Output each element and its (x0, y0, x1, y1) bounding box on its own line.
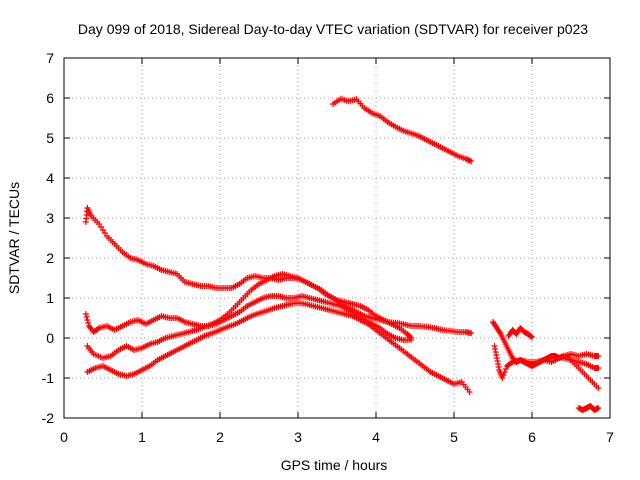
series-arc-high (330, 95, 475, 165)
data-point (529, 334, 535, 341)
x-tick-label: 6 (528, 429, 536, 445)
series-arc-late-e (575, 403, 602, 413)
data-point (595, 405, 602, 411)
data-point (595, 385, 602, 391)
data-point (508, 360, 515, 366)
y-tick-label: -1 (42, 370, 55, 386)
data-point (85, 320, 92, 326)
data-point (468, 158, 475, 165)
data-point (595, 353, 602, 359)
data-points (82, 95, 602, 413)
data-point (502, 366, 509, 372)
x-tick-label: 4 (372, 429, 380, 445)
x-tick-label: 7 (606, 429, 614, 445)
y-axis-label: SDTVAR / TECUs (6, 182, 22, 294)
series-arc-low-rising (84, 299, 473, 395)
data-point (407, 334, 414, 340)
data-point (499, 375, 506, 381)
axis-ticks (63, 57, 611, 419)
series-arc-late-c (505, 325, 535, 341)
y-tick-label: 3 (46, 210, 54, 226)
y-tick-label: 0 (46, 330, 54, 346)
y-tick-label: 4 (46, 170, 54, 186)
data-point (500, 372, 507, 378)
data-point (94, 326, 101, 332)
x-tick-label: 5 (450, 429, 458, 445)
data-point (408, 335, 415, 341)
series-arc-late-d (560, 355, 602, 371)
y-tick-label: 2 (46, 250, 54, 266)
x-tick-label: 1 (138, 429, 146, 445)
x-tick-label: 2 (216, 429, 224, 445)
data-point (466, 389, 473, 395)
y-tick-label: 7 (46, 50, 54, 66)
data-point (528, 333, 535, 340)
data-point (595, 365, 602, 371)
data-point (84, 317, 91, 323)
y-tick-labels: -2 -1 0 1 2 3 4 5 6 7 (42, 50, 55, 426)
data-point (468, 330, 475, 337)
x-tick-label: 3 (294, 429, 302, 445)
x-axis-label: GPS time / hours (281, 457, 388, 473)
y-tick-label: 5 (46, 130, 54, 146)
y-tick-label: 6 (46, 90, 54, 106)
y-tick-label: 1 (46, 290, 54, 306)
data-point (83, 314, 90, 320)
data-point (501, 369, 508, 375)
plot-frame (63, 57, 611, 419)
x-tick-labels: 0 1 2 3 4 5 6 7 (60, 429, 614, 445)
series-arc-mid-2 (84, 271, 415, 361)
y-tick-label: -2 (42, 410, 55, 426)
chart-title: Day 099 of 2018, Sidereal Day-to-day VTE… (78, 21, 588, 37)
data-point (82, 311, 89, 317)
x-tick-label: 0 (60, 429, 68, 445)
